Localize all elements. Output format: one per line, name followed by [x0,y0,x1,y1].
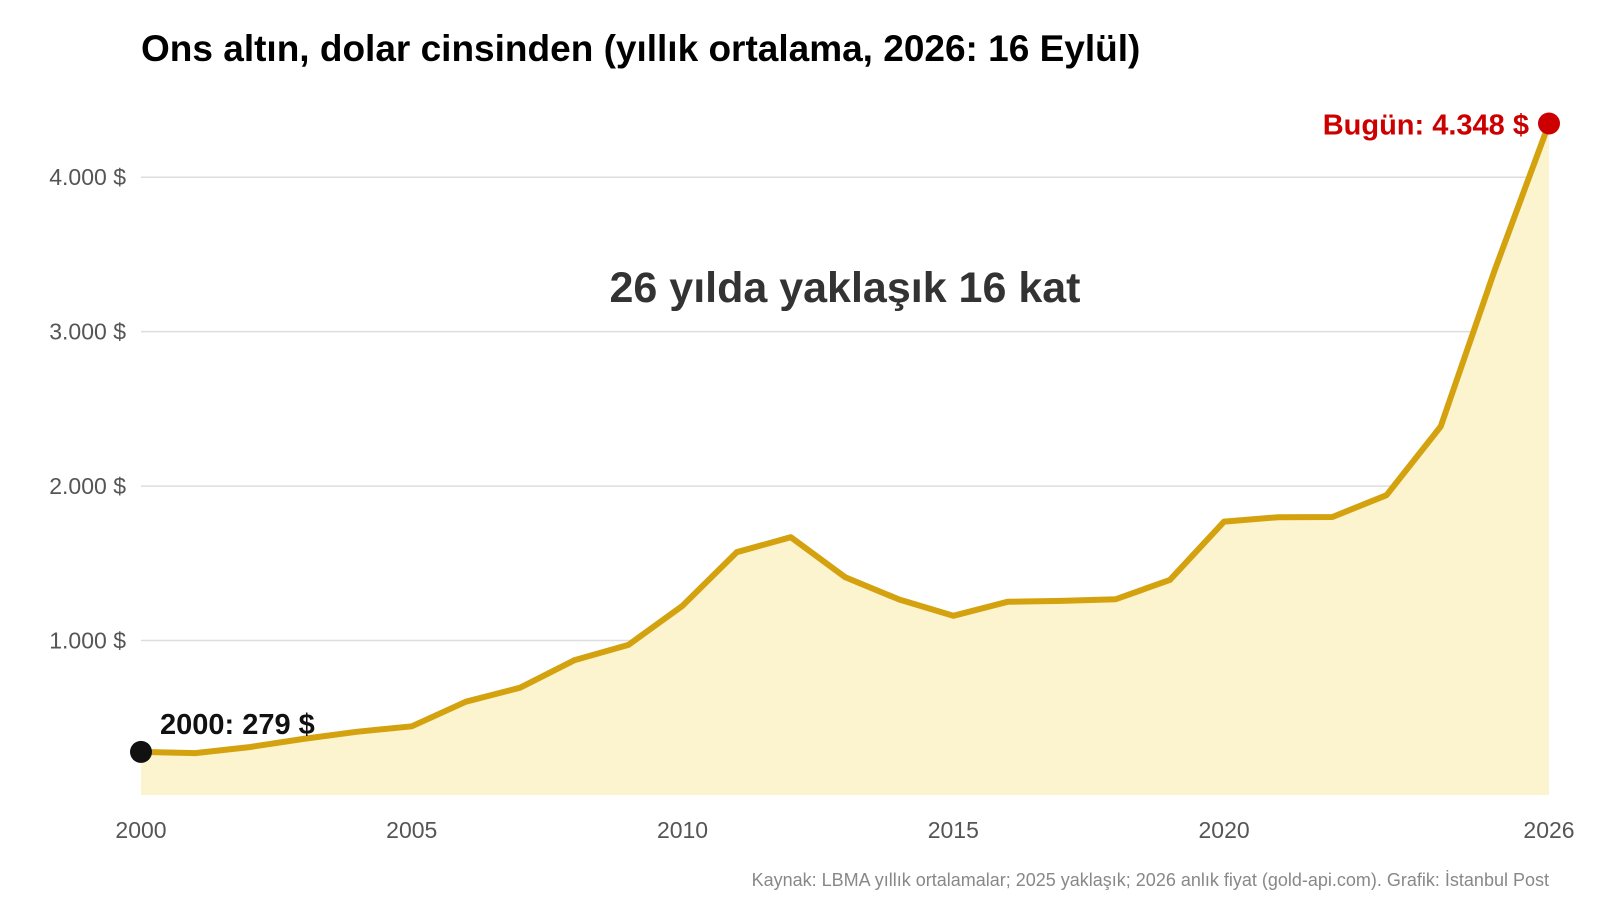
y-tick-label: 2.000 $ [49,473,126,499]
y-tick-label: 1.000 $ [49,628,126,654]
start-point-marker [130,740,152,763]
y-axis-ticks: 1.000 $ 2.000 $ 3.000 $ 4.000 $ [49,164,126,653]
price-area-fill [141,123,1549,795]
source-note: Kaynak: LBMA yıllık ortalamalar; 2025 ya… [752,870,1549,890]
x-tick-label: 2015 [928,817,979,843]
end-point-marker [1538,112,1560,135]
headline-annotation: 26 yılda yaklaşık 16 kat [610,264,1081,312]
chart-title: Ons altın, dolar cinsinden (yıllık ortal… [141,28,1140,69]
start-value-label: 2000: 279 $ [160,709,315,741]
x-tick-label: 2026 [1523,817,1574,843]
x-tick-label: 2000 [115,817,166,843]
y-tick-label: 3.000 $ [49,319,126,345]
x-tick-label: 2005 [386,817,437,843]
end-value-label: Bugün: 4.348 $ [1323,109,1529,141]
x-tick-label: 2010 [657,817,708,843]
price-line [138,120,1552,757]
x-tick-label: 2020 [1198,817,1249,843]
x-axis-ticks: 2000 2005 2010 2015 2020 2026 [115,817,1574,843]
y-tick-label: 4.000 $ [49,164,126,190]
